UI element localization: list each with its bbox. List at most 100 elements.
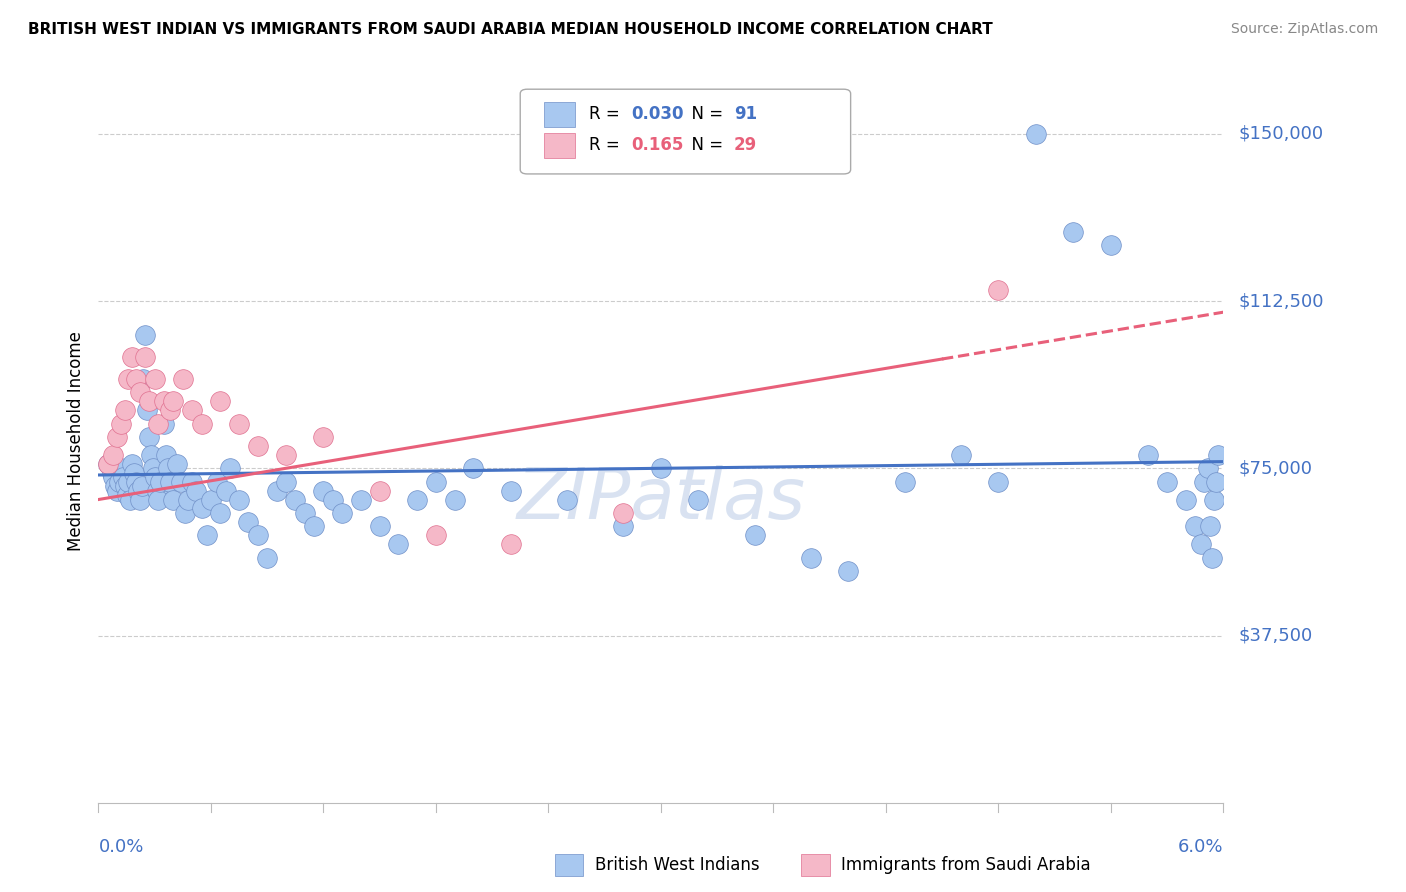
Point bbox=[138, 430, 160, 444]
Point bbox=[555, 492, 578, 507]
Text: British West Indians: British West Indians bbox=[595, 856, 759, 874]
Point bbox=[987, 475, 1010, 489]
Point bbox=[181, 403, 204, 417]
Point bbox=[837, 564, 859, 578]
Point bbox=[406, 492, 429, 507]
Point bbox=[893, 475, 915, 489]
Point bbox=[110, 417, 132, 431]
Text: N =: N = bbox=[681, 105, 728, 123]
Point bbox=[115, 488, 138, 502]
Point bbox=[136, 403, 159, 417]
Point bbox=[312, 430, 335, 444]
Point bbox=[238, 515, 260, 529]
Point bbox=[205, 475, 228, 489]
Point bbox=[153, 417, 176, 431]
Point bbox=[330, 506, 353, 520]
Point bbox=[650, 461, 672, 475]
Point bbox=[1201, 550, 1223, 565]
Point bbox=[122, 466, 145, 480]
Point bbox=[190, 417, 212, 431]
Point bbox=[166, 457, 188, 471]
Point bbox=[181, 475, 204, 489]
Point bbox=[294, 506, 316, 520]
Point bbox=[209, 506, 232, 520]
Text: Immigrants from Saudi Arabia: Immigrants from Saudi Arabia bbox=[841, 856, 1091, 874]
Text: $37,500: $37,500 bbox=[1239, 626, 1312, 645]
Point bbox=[368, 483, 391, 498]
Point bbox=[143, 372, 166, 386]
Point bbox=[138, 394, 160, 409]
Point bbox=[1202, 492, 1225, 507]
Point bbox=[125, 475, 148, 489]
Point bbox=[800, 550, 823, 565]
Point bbox=[1025, 127, 1047, 141]
Point bbox=[111, 470, 134, 484]
Point bbox=[114, 403, 136, 417]
Point bbox=[120, 492, 142, 507]
Point bbox=[159, 475, 181, 489]
Point bbox=[1189, 537, 1212, 551]
Point bbox=[148, 417, 170, 431]
Point bbox=[162, 394, 184, 409]
Point bbox=[172, 372, 194, 386]
Point bbox=[1194, 475, 1216, 489]
Point bbox=[177, 492, 200, 507]
Point bbox=[128, 385, 150, 400]
Text: 29: 29 bbox=[734, 136, 758, 154]
Point bbox=[246, 439, 269, 453]
Point bbox=[1206, 448, 1229, 462]
Point bbox=[155, 448, 177, 462]
Point bbox=[190, 501, 212, 516]
Point bbox=[1197, 461, 1219, 475]
Point bbox=[266, 483, 288, 498]
Text: 91: 91 bbox=[734, 105, 756, 123]
Point bbox=[1205, 475, 1227, 489]
Point bbox=[100, 466, 122, 480]
Y-axis label: Median Household Income: Median Household Income bbox=[66, 332, 84, 551]
Point bbox=[612, 519, 634, 533]
Point bbox=[142, 461, 165, 475]
Text: $75,000: $75,000 bbox=[1239, 459, 1312, 477]
Point bbox=[134, 350, 156, 364]
Point bbox=[139, 448, 162, 462]
Point bbox=[274, 448, 297, 462]
Point bbox=[209, 394, 232, 409]
Text: R =: R = bbox=[589, 136, 626, 154]
Point bbox=[499, 483, 522, 498]
Text: $150,000: $150,000 bbox=[1239, 125, 1323, 143]
Point bbox=[256, 550, 278, 565]
Point bbox=[159, 403, 181, 417]
Point bbox=[125, 372, 148, 386]
Point bbox=[744, 528, 766, 542]
Point bbox=[949, 448, 972, 462]
Point bbox=[1099, 238, 1122, 252]
Point bbox=[132, 372, 155, 386]
Point bbox=[156, 461, 179, 475]
Point bbox=[215, 483, 238, 498]
Point bbox=[162, 492, 184, 507]
Point bbox=[173, 506, 195, 520]
Point bbox=[121, 457, 143, 471]
Point bbox=[148, 492, 170, 507]
Point bbox=[170, 475, 193, 489]
Point bbox=[1174, 492, 1197, 507]
Point bbox=[143, 470, 166, 484]
Point bbox=[131, 479, 153, 493]
Point bbox=[443, 492, 465, 507]
Point bbox=[200, 492, 222, 507]
Point bbox=[153, 394, 176, 409]
Point bbox=[387, 537, 409, 551]
Point bbox=[302, 519, 325, 533]
Point bbox=[134, 327, 156, 342]
Point bbox=[284, 492, 307, 507]
Text: $112,500: $112,500 bbox=[1239, 292, 1323, 310]
Point bbox=[128, 492, 150, 507]
Point bbox=[103, 448, 125, 462]
Point bbox=[987, 283, 1010, 297]
Point bbox=[108, 475, 131, 489]
Point bbox=[97, 457, 120, 471]
Point bbox=[228, 492, 250, 507]
Point bbox=[246, 528, 269, 542]
Point bbox=[274, 475, 297, 489]
Point bbox=[1062, 225, 1084, 239]
